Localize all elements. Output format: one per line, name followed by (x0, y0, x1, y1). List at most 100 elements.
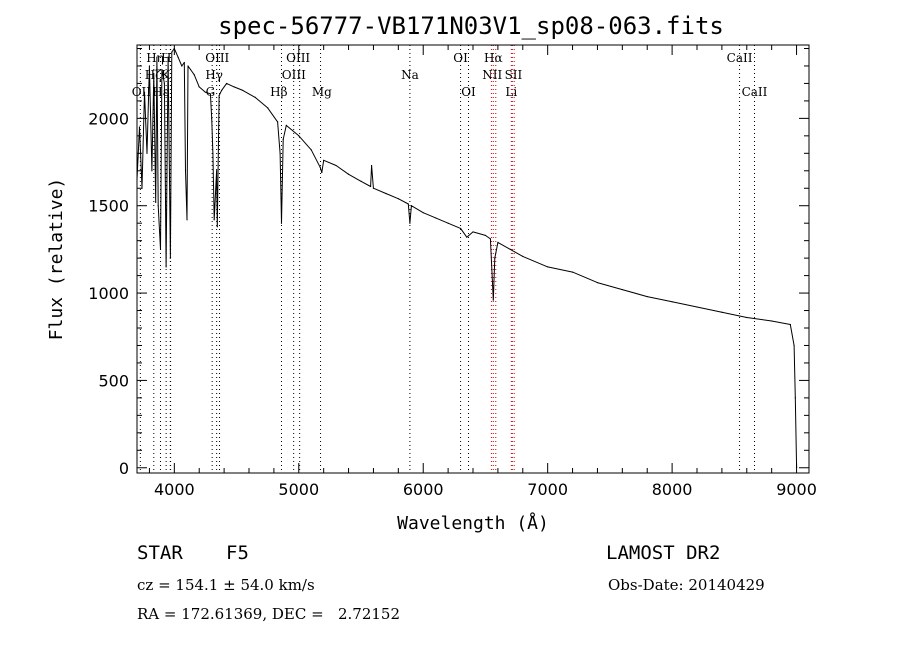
data-point-0-71 (492, 299, 494, 301)
data-point-0-32 (213, 219, 215, 221)
data-point-0-63 (422, 212, 424, 214)
data-point-0-48 (310, 149, 312, 151)
data-point-0-68 (472, 231, 474, 233)
data-point-0-64 (435, 217, 437, 219)
data-point-0-70 (489, 238, 492, 240)
data-point-0-20 (181, 65, 183, 67)
data-point-0-69 (484, 234, 487, 237)
data-point-0-28 (204, 91, 207, 93)
x-tick-label-4: 8000 (652, 480, 693, 499)
data-point-0-15 (167, 56, 169, 58)
data-point-0-60 (407, 203, 409, 205)
data-point-0-33 (216, 170, 218, 172)
data-point-0-26 (193, 74, 195, 76)
data-point-0-17 (171, 51, 173, 53)
y-tick-label-0: 0 (119, 459, 129, 478)
line-label-19: Li (505, 85, 517, 99)
data-point-0-16 (169, 257, 171, 259)
x-tick-label-1: 5000 (278, 480, 319, 499)
data-point-0-36 (221, 89, 223, 92)
spectral-line-markers (139, 45, 755, 473)
redshift-text: cz = 154.1 ± 54.0 km/s (137, 576, 315, 594)
data-point-0-40 (254, 96, 256, 99)
line-label-15: OI (461, 85, 476, 99)
data-point-0-74 (509, 248, 511, 250)
chart-title: spec-56777-VB171N03V1_sp08-063.fits (218, 12, 724, 40)
data-point-0-3 (143, 91, 146, 93)
data-point-0-50 (321, 171, 323, 174)
data-point-0-10 (157, 205, 159, 207)
data-point-0-43 (279, 152, 281, 154)
data-point-0-30 (211, 117, 213, 119)
data-point-0-76 (547, 266, 549, 268)
data-point-0-25 (189, 68, 192, 71)
data-point-0-55 (369, 185, 372, 188)
data-point-0-58 (385, 192, 387, 195)
line-label-20: CaII (727, 51, 753, 65)
x-tick-label-0: 4000 (154, 480, 195, 499)
plot-frame (136, 44, 810, 474)
data-point-0-11 (159, 248, 162, 250)
data-point-0-29 (209, 93, 212, 95)
data-point-0-23 (186, 219, 188, 221)
data-point-0-59 (397, 198, 399, 200)
line-label-12: Mg (312, 85, 332, 99)
data-point-0-13 (163, 82, 165, 85)
data-point-0-77 (571, 271, 574, 273)
data-point-0-83 (721, 311, 723, 313)
data-point-0-88 (794, 397, 796, 399)
line-label-11: Hβ (270, 85, 287, 99)
data-point-0-73 (497, 241, 499, 244)
line-label-6: OIII (205, 51, 229, 65)
data-point-0-22 (184, 170, 187, 172)
data-point-0-34 (216, 226, 218, 228)
line-label-7: Hγ (205, 68, 223, 82)
data-point-0-51 (323, 159, 325, 161)
data-point-0-86 (789, 323, 791, 326)
data-point-0-49 (319, 166, 321, 168)
data-point-0-38 (233, 86, 235, 88)
data-point-0-45 (282, 138, 284, 140)
y-tick-label-2: 1000 (88, 284, 129, 303)
line-label-5: Hε (152, 85, 169, 99)
y-tick-label-1: 500 (98, 371, 129, 390)
data-point-0-61 (409, 222, 411, 224)
line-label-18: SII (505, 68, 523, 82)
y-tick-label-3: 1500 (88, 197, 129, 216)
data-point-0-24 (187, 65, 189, 67)
y-axis-label: Flux (relative) (46, 178, 67, 341)
x-axis: 4000 5000 6000 7000 8000 9000 (148, 45, 817, 499)
data-point-0-41 (267, 107, 269, 109)
y-tick-label-4: 2000 (88, 109, 129, 128)
data-point-0-65 (447, 222, 449, 224)
data-point-0-4 (146, 152, 148, 154)
coords-text: RA = 172.61369, DEC = 2.72152 (137, 605, 401, 623)
line-label-10: OIII (282, 68, 306, 82)
data-point-0-81 (671, 301, 673, 303)
data-point-0-54 (360, 180, 362, 182)
line-label-21: CaII (742, 85, 768, 99)
data-point-0-44 (280, 222, 283, 224)
data-point-0-82 (696, 306, 698, 308)
data-point-0-84 (746, 316, 748, 319)
series-line-0 (136, 48, 798, 468)
x-axis-label: Wavelength (Å) (397, 512, 549, 534)
data-point-0-66 (459, 227, 462, 230)
data-point-0-35 (218, 95, 220, 97)
data-point-0-9 (156, 56, 158, 58)
data-point-0-80 (646, 295, 648, 298)
data-point-0-85 (771, 320, 773, 322)
line-label-9: OIII (286, 51, 310, 65)
line-label-16: Hα (484, 51, 503, 65)
x-tick-label-5: 9000 (776, 480, 817, 499)
data-point-0-27 (198, 86, 200, 88)
data-point-0-12 (161, 68, 163, 71)
line-label-13: Na (401, 68, 419, 82)
line-label-8: G (206, 85, 216, 99)
data-point-0-8 (155, 201, 157, 203)
line-label-14: OI (453, 51, 468, 65)
data-point-0-57 (372, 187, 375, 189)
object-subclass: F5 (226, 542, 249, 564)
data-point-0-5 (148, 65, 151, 67)
